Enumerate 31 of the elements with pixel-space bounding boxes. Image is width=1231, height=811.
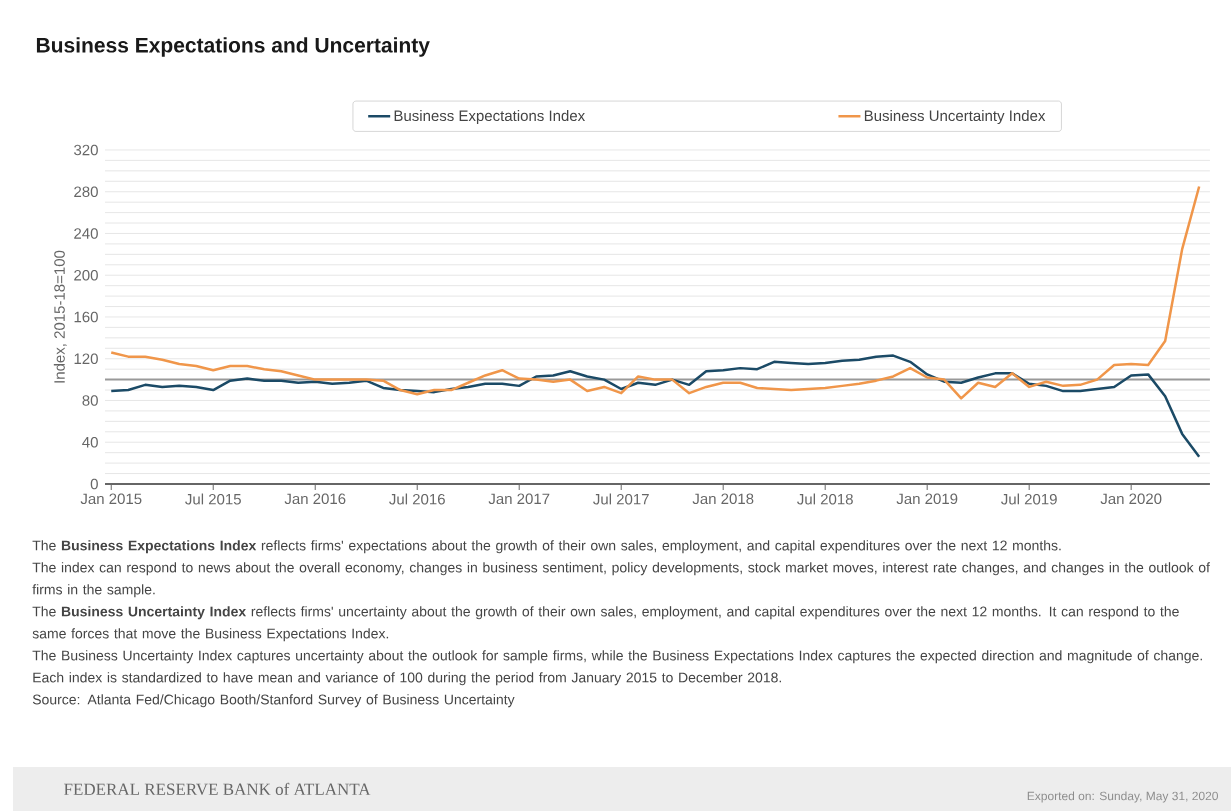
chart-title: Business Expectations and Uncertainty	[36, 37, 430, 57]
x-tick-label: Jan 2015	[80, 493, 142, 505]
y-tick-label: 80	[82, 395, 98, 406]
source-note: Source: Atlanta Fed/Chicago Booth/Stanford Survey of Business Uncertainty	[32, 694, 515, 708]
text: The index can respond to news about the overall economy, changes in business sentiment, policy developments, stock market moves, interest rate changes, and changes in the outlook of firms in the sample.	[32, 562, 1210, 598]
x-tick-label: Jul 2018	[797, 493, 853, 505]
y-tick-label: 0	[90, 478, 98, 490]
text: FEDERAL RESERVE BANK of ATLANTA	[64, 782, 371, 796]
legend-label: Business Expectations Index	[394, 110, 586, 125]
y-tick-label: 160	[74, 311, 98, 323]
text: The Business Expectations Index reflects firms' expectations about the growth of their own sales, employment, and capital expenditures over the next 12 months.	[32, 540, 1061, 554]
text: Exported on: Sunday, May 31, 2020	[1027, 791, 1218, 803]
y-tick-label: 40	[82, 436, 98, 448]
x-tick-label: Jan 2019	[896, 493, 958, 505]
y-tick-label: 120	[74, 353, 98, 365]
y-tick-label: 280	[74, 186, 98, 198]
x-tick-label: Jan 2016	[284, 493, 346, 505]
text: The Business Uncertainty Index captures uncertainty about the outlook for sample firms, while the Business Expectations Index captures the expected direction and magnitude of change. Each index is standardized to have mean and variance of 100 during the period from January 2015 to December 2018.	[32, 650, 1202, 686]
y-tick-label: 200	[74, 269, 98, 281]
y-axis-title: Index, 2015-18=100	[53, 250, 67, 383]
y-tick-label: 240	[74, 228, 98, 239]
x-tick-label: Jul 2019	[1001, 493, 1057, 505]
x-tick-label: Jul 2016	[389, 493, 445, 505]
x-tick-label: Jul 2015	[185, 493, 241, 505]
text: The Business Uncertainty Index reflects firms' uncertainty about the growth of their own sales, employment, and capital expenditures over the next 12 months. It can respond to the same forces that move the Business Expectations Index.	[32, 606, 1179, 642]
x-tick-label: Jan 2017	[488, 493, 550, 505]
x-tick-label: Jul 2017	[593, 493, 649, 505]
legend-label: Business Uncertainty Index	[864, 110, 1046, 125]
y-tick-label: 320	[74, 144, 98, 156]
x-tick-label: Jan 2020	[1100, 493, 1162, 505]
x-tick-label: Jan 2018	[692, 493, 754, 505]
